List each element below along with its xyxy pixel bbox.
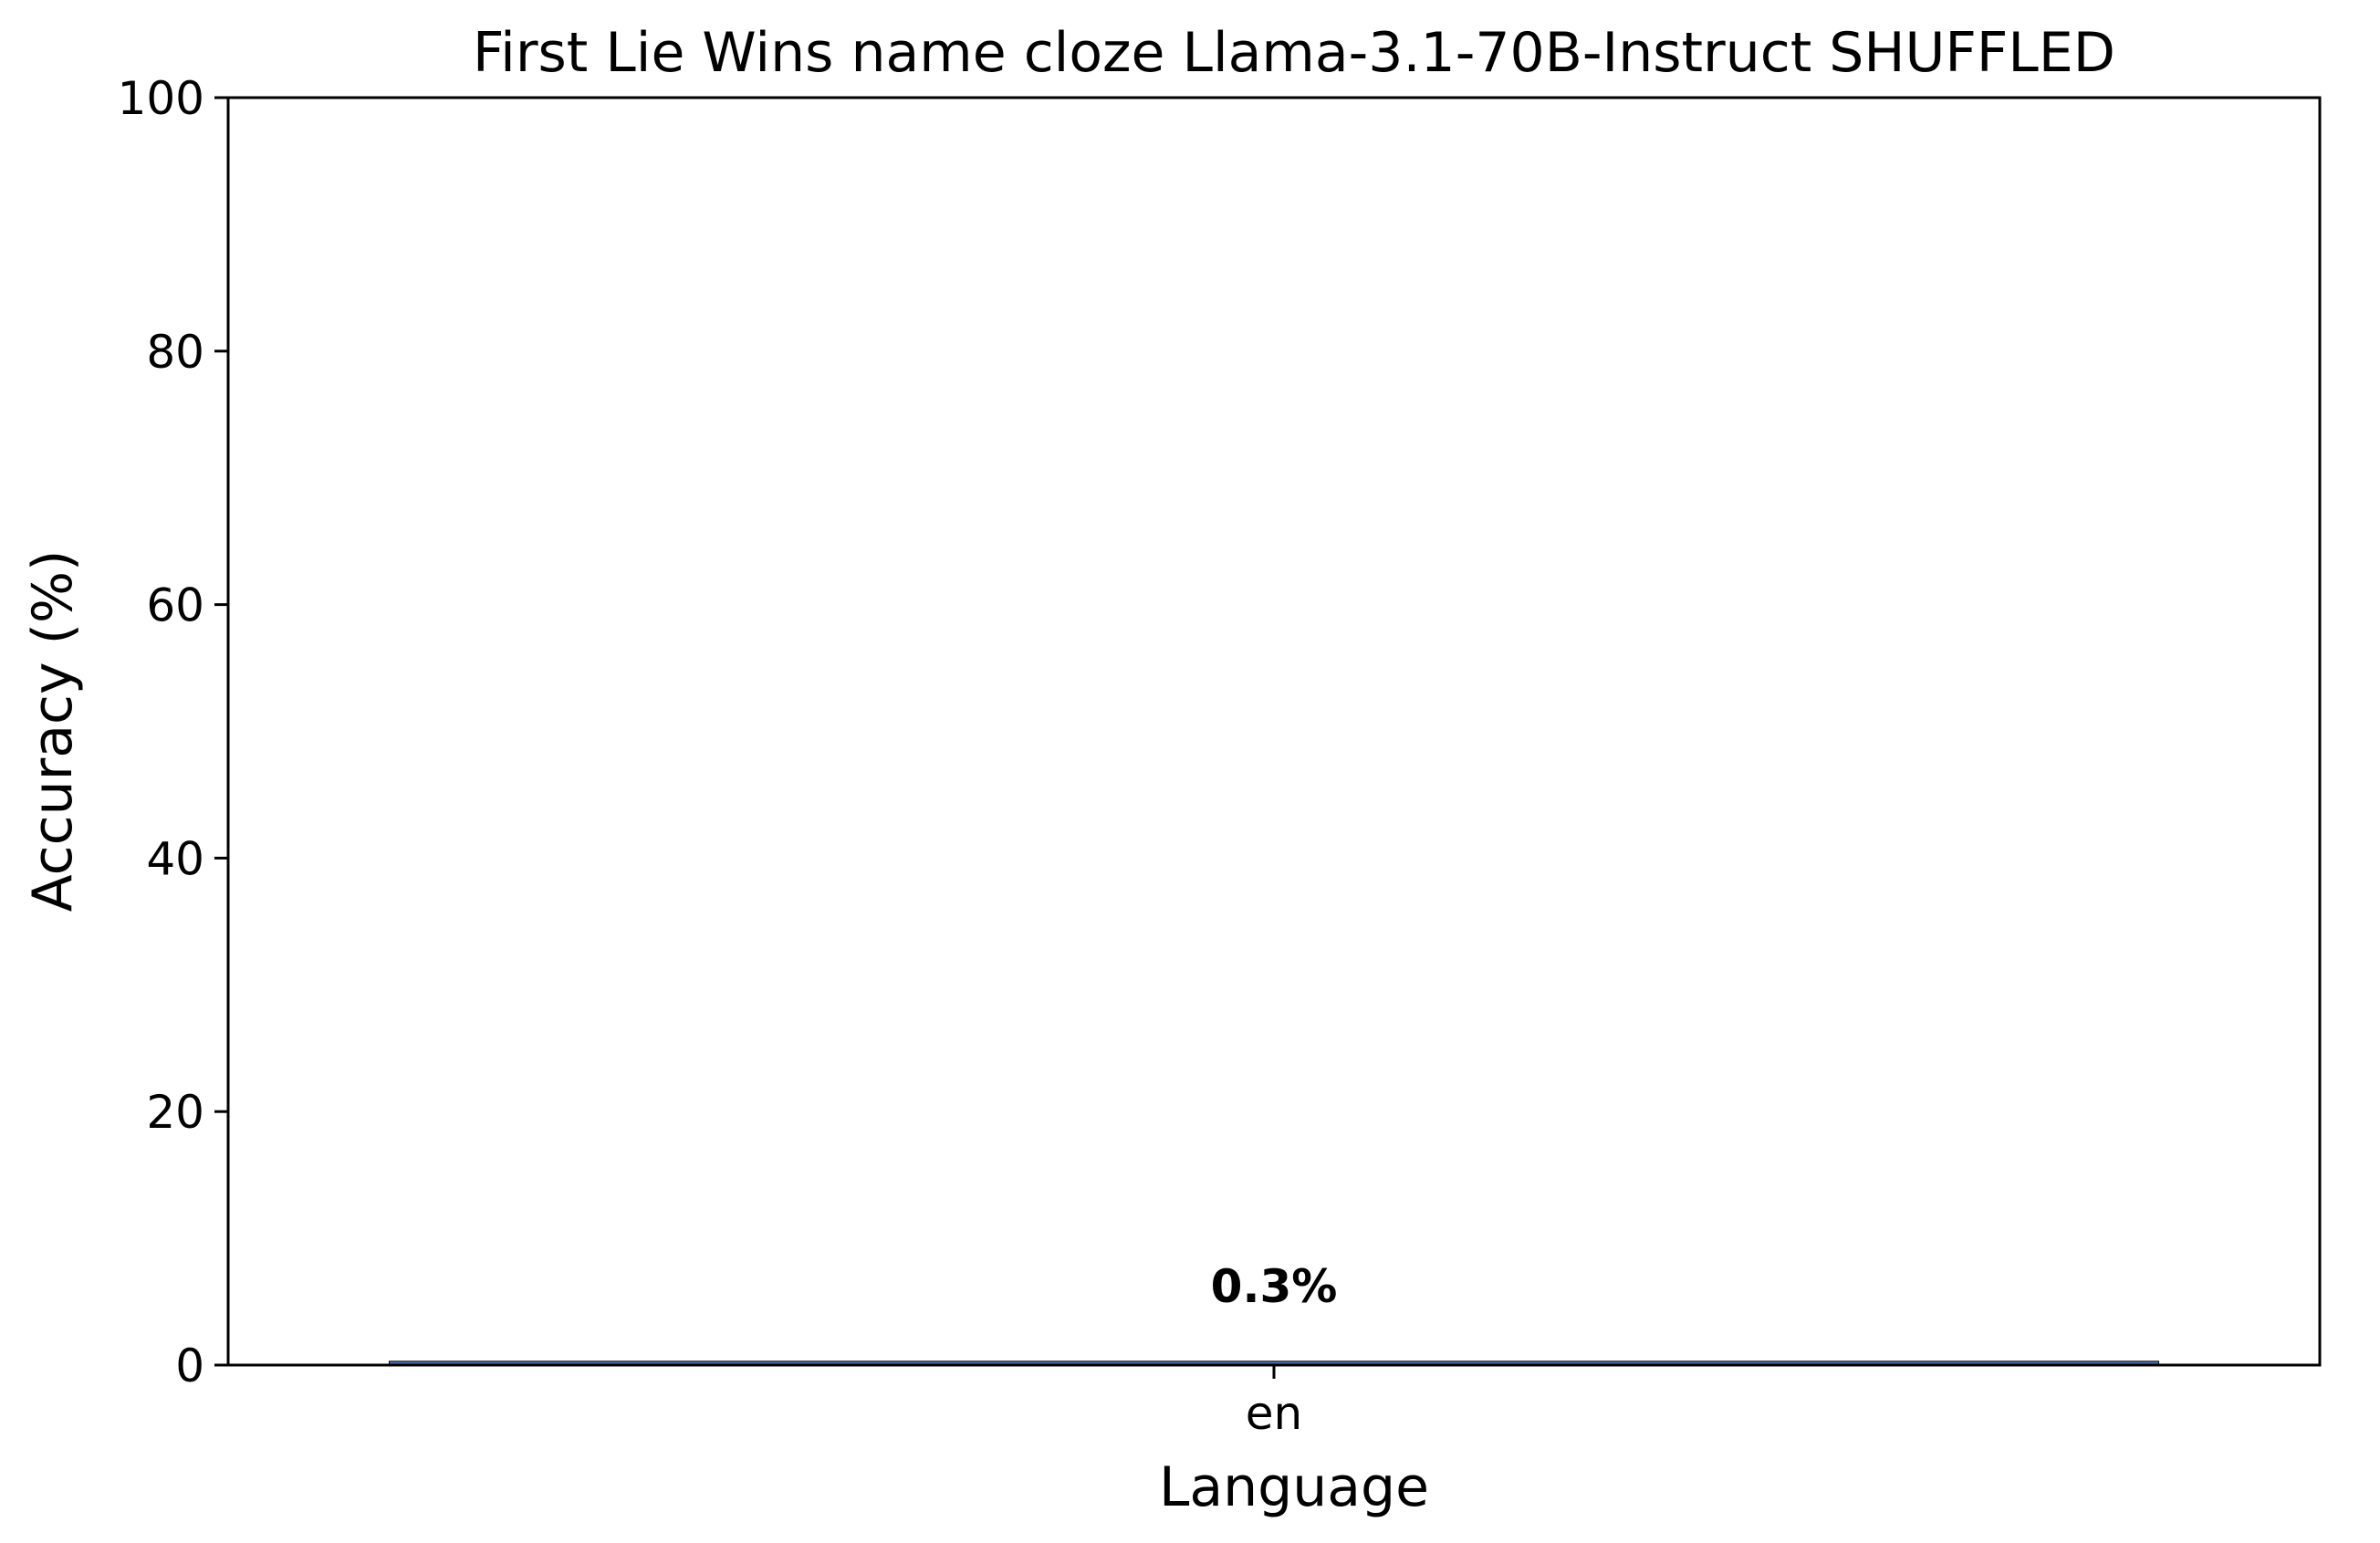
x-axis-label: Language: [1159, 1455, 1429, 1519]
y-tick-label: 20: [146, 1086, 204, 1139]
y-tick-label: 60: [146, 579, 204, 632]
x-axis: en: [1246, 1365, 1302, 1440]
y-tick-label: 80: [146, 326, 204, 379]
chart-title: First Lie Wins name cloze Llama-3.1-70B-…: [473, 21, 2115, 85]
x-tick-label: en: [1246, 1387, 1302, 1440]
y-axis: 0 20 40 60 80 100: [118, 72, 228, 1392]
y-tick-label: 100: [118, 72, 204, 125]
y-tick-label: 0: [175, 1340, 204, 1392]
y-axis-label: Accuracy (%): [21, 550, 85, 912]
y-tick-label: 40: [146, 832, 204, 885]
bar-value-label: 0.3%: [1211, 1260, 1338, 1313]
bars-layer: 0.3%: [388, 1260, 2160, 1366]
